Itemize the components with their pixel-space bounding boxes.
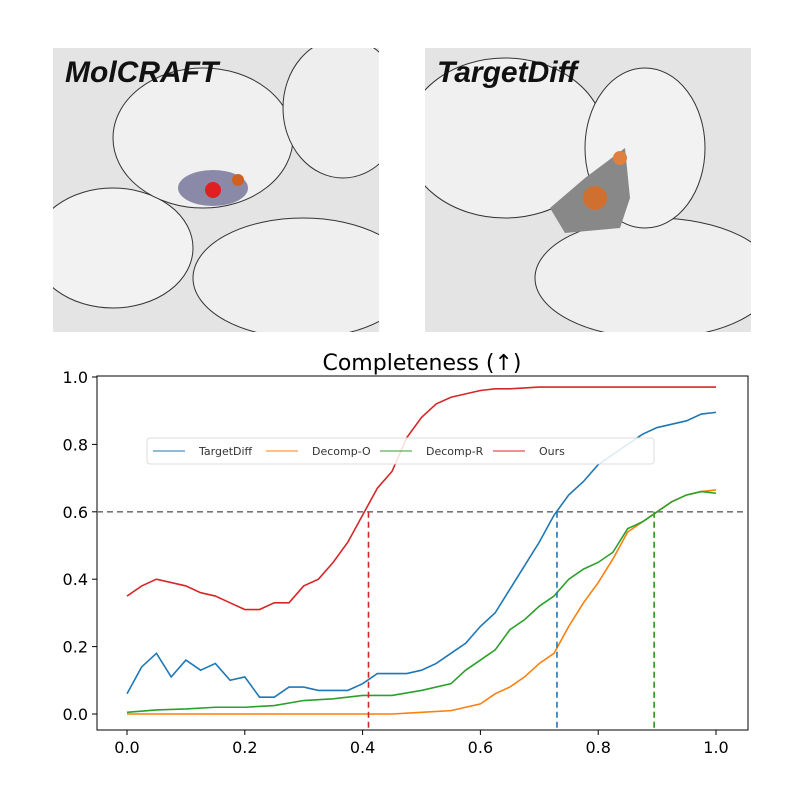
protein-surface-image xyxy=(53,48,379,332)
y-tick-label: 0.6 xyxy=(63,503,88,522)
x-tick-label: 0.8 xyxy=(585,738,610,757)
y-tick-label: 0.8 xyxy=(63,435,88,454)
x-tick-label: 0.0 xyxy=(114,738,139,757)
x-tick-label: 1.0 xyxy=(703,738,728,757)
series-line-decomp-o xyxy=(127,489,717,715)
y-tick-label: 1.0 xyxy=(63,368,88,387)
series-line-decomp-r xyxy=(126,490,717,714)
x-tick-label: 0.6 xyxy=(468,738,493,757)
series-line-ours xyxy=(126,386,716,611)
plot-frame xyxy=(96,375,749,731)
y-tick-label: 0.2 xyxy=(63,638,88,657)
chart-title: Completeness (↑) xyxy=(322,351,521,376)
y-tick-label: 0.4 xyxy=(63,570,88,589)
y-tick-label: 0.0 xyxy=(63,705,88,724)
protein-surface-image xyxy=(425,48,751,332)
x-tick-label: 0.2 xyxy=(232,738,257,757)
legend-label: Decomp-O xyxy=(312,445,371,458)
molcraft-render: MolCRAFT xyxy=(53,48,379,332)
legend-label: TargetDiff xyxy=(198,445,253,458)
panel-label: MolCRAFT xyxy=(65,56,219,89)
legend-label: Ours xyxy=(539,445,565,458)
x-tick-label: 0.4 xyxy=(350,738,375,757)
panel-label: TargetDiff xyxy=(437,56,578,89)
legend-label: Decomp-R xyxy=(426,445,484,458)
targetdiff-render: TargetDiff xyxy=(425,48,751,332)
completeness-chart: Completeness (↑) 0.0 0.2 0.4 0.6 0.8 1.0 0.0 0.2… xyxy=(63,351,749,757)
